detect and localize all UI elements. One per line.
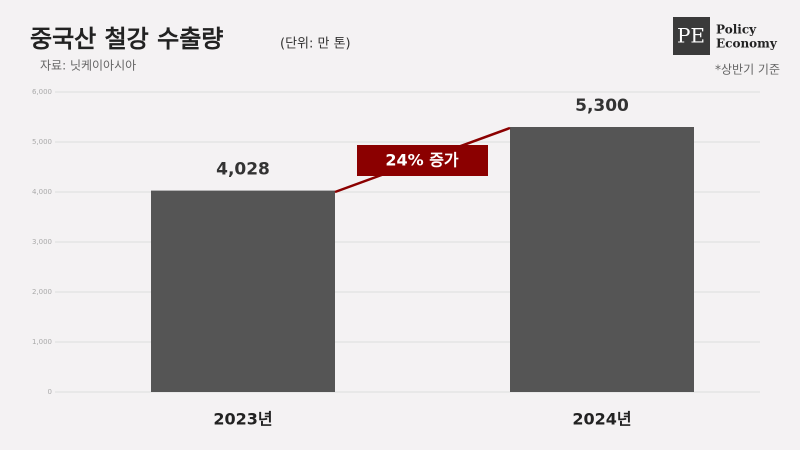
annotation: 24% 증가 [385, 151, 459, 170]
y-tick-label: 4,000 [32, 188, 52, 196]
bar [151, 190, 335, 392]
logo-mark: PE [677, 24, 705, 48]
value-label: 4,028 [216, 160, 270, 180]
logo-text: Economy [716, 37, 778, 51]
x-tick-label: 2024년 [572, 410, 631, 429]
y-tick-label: 6,000 [32, 88, 52, 96]
x-tick-label: 2023년 [213, 410, 272, 429]
chart-title: 중국산 철강 수출량 [30, 25, 223, 53]
bar [510, 127, 694, 392]
logo-text: Policy [716, 23, 757, 37]
value-label: 5,300 [575, 96, 629, 116]
y-tick-label: 3,000 [32, 238, 52, 246]
annotation-box [357, 145, 488, 176]
source: 자료: 닛케이아시아 [40, 59, 136, 73]
y-tick-label: 1,000 [32, 338, 52, 346]
note: *상반기 기준 [715, 63, 780, 77]
logo-box [673, 17, 710, 55]
y-tick-label: 5,000 [32, 138, 52, 146]
chart-subtitle: (단위: 만 톤) [280, 37, 351, 52]
bars: 2023년 4,028 2024년 5,300 [151, 96, 694, 429]
y-tick-label: 0 [48, 388, 52, 396]
y-tick-label: 2,000 [32, 288, 52, 296]
